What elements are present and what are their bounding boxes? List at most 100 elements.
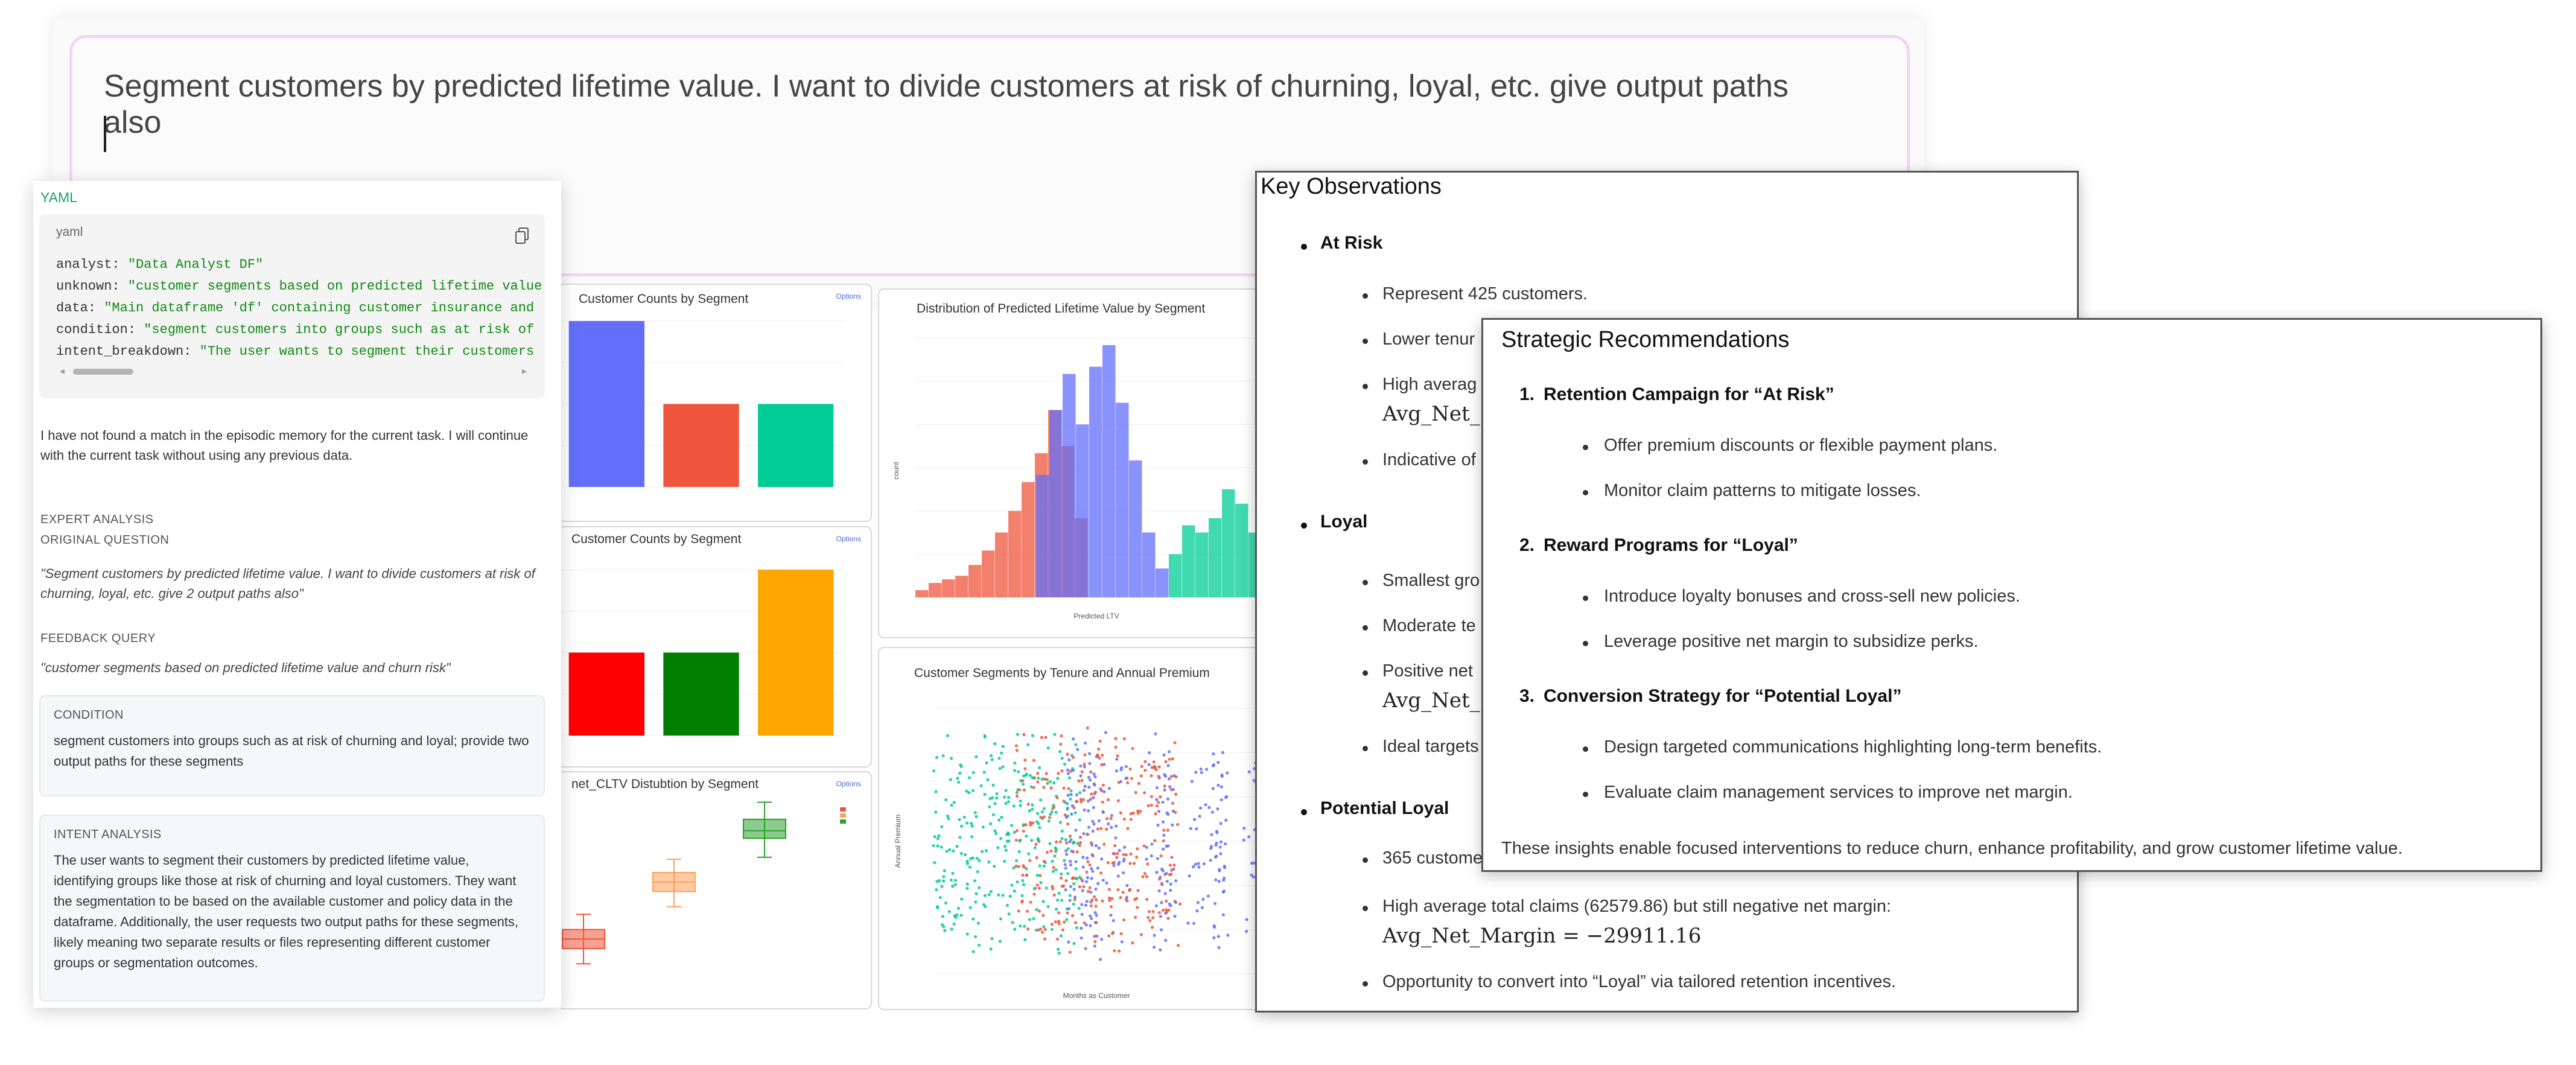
scatter-point <box>1055 908 1058 911</box>
scatter-point <box>1100 763 1104 766</box>
scatter-point <box>1064 849 1068 853</box>
observation-item: Lower tenur <box>1382 329 1475 349</box>
scatter-point <box>1013 761 1017 765</box>
scatter-point <box>1166 917 1170 920</box>
scatter-point <box>1051 804 1055 807</box>
scatter-point <box>1060 872 1063 876</box>
scatter-point <box>1092 772 1096 776</box>
scatter-point <box>944 901 948 905</box>
scatter-point <box>1112 860 1116 865</box>
scatter-point <box>947 910 951 914</box>
scatter-point <box>1080 903 1084 906</box>
chart-options-button[interactable]: Options <box>836 780 861 788</box>
scatter-point <box>959 765 963 768</box>
scatter-point <box>1053 854 1057 858</box>
scatter-point <box>1060 757 1064 760</box>
scatter-point <box>1028 918 1031 921</box>
scatter-point <box>1226 771 1229 775</box>
scatter-point <box>1129 852 1133 856</box>
scatter-point <box>1147 910 1151 914</box>
scatter-point <box>953 883 957 886</box>
histogram-bar <box>929 583 942 597</box>
scatter-point <box>1188 874 1191 878</box>
scatter-point <box>1200 771 1203 774</box>
scatter-point <box>1066 793 1070 797</box>
scatter-point <box>979 784 983 787</box>
recommendations-footer: These insights enable focused interventi… <box>1501 839 2403 858</box>
scatter-point <box>1168 785 1172 789</box>
scatter-point <box>1031 776 1034 780</box>
scatter-point <box>1081 889 1084 892</box>
scatter-point <box>1067 776 1072 780</box>
feedback-query-label: FEEDBACK QUERY <box>40 632 156 645</box>
scatter-point <box>988 805 991 809</box>
code-line: unknown: "customer segments based on pre… <box>56 279 542 294</box>
scatter-point <box>1128 888 1132 891</box>
scatter-point <box>1165 844 1168 848</box>
scatter-point <box>1059 876 1063 880</box>
scatter-point <box>1066 822 1070 826</box>
scatter-point <box>999 917 1003 921</box>
scatter-point <box>1066 847 1070 851</box>
horizontal-scrollbar[interactable]: ◂ ▸ <box>56 366 527 377</box>
copy-icon[interactable] <box>515 227 529 244</box>
scatter-point <box>1052 866 1055 869</box>
scatter-point <box>1037 766 1042 769</box>
scatter-point <box>934 790 938 793</box>
scatter-point <box>1150 795 1153 798</box>
box-chart: net_CLTV Distubtion by Segment Options <box>558 771 872 1009</box>
scatter-point <box>1110 813 1114 818</box>
scatter-point <box>1088 761 1092 765</box>
scatter-point <box>1116 799 1120 803</box>
histogram-bar <box>1089 366 1102 597</box>
scatter-point <box>1160 882 1163 885</box>
scatter-point <box>1034 842 1038 846</box>
condition-label: CONDITION <box>54 708 124 722</box>
scatter-point <box>997 757 1001 760</box>
scroll-right-icon[interactable]: ▸ <box>521 366 527 377</box>
scatter-point <box>1161 908 1165 912</box>
scatter-point <box>1154 904 1158 908</box>
scatter-point <box>1046 781 1049 785</box>
scatter-point <box>1077 779 1081 783</box>
scatter-point <box>1093 935 1096 938</box>
scatter-point <box>1168 902 1171 906</box>
scatter-point <box>940 845 943 849</box>
scatter-point <box>952 922 956 926</box>
scatter-point <box>1016 880 1019 884</box>
scatter-point <box>1143 760 1147 763</box>
chart-options-button[interactable]: Options <box>836 292 861 300</box>
scatter-point <box>1068 894 1072 897</box>
scatter-point <box>1083 784 1087 788</box>
scatter-point <box>1189 827 1192 830</box>
scatter-point <box>998 939 1002 943</box>
observation-item: Smallest gro <box>1382 571 1480 590</box>
scatter-point <box>1083 921 1086 925</box>
scatter-point <box>959 824 964 828</box>
scatter-point <box>973 811 977 815</box>
y-axis-label: count <box>892 462 900 480</box>
bullet <box>1363 459 1368 465</box>
scroll-left-icon[interactable]: ◂ <box>60 366 65 377</box>
scatter-point <box>1170 868 1174 872</box>
scatter-point <box>975 755 978 758</box>
scatter-point <box>1150 926 1154 929</box>
scatter-point <box>1165 911 1168 914</box>
scatter-point <box>1035 856 1038 859</box>
scatter-point <box>1054 868 1058 872</box>
scatter-point <box>1007 800 1010 804</box>
scroll-thumb[interactable] <box>73 369 133 375</box>
scatter-point <box>1001 765 1005 769</box>
histogram-bar <box>1036 474 1049 597</box>
scatter-point <box>955 913 959 917</box>
prompt-text[interactable]: Segment customers by predicted lifetime … <box>104 69 1789 140</box>
scatter-point <box>1155 871 1159 874</box>
scatter-point <box>1244 929 1248 933</box>
scatter-point <box>1160 867 1164 871</box>
scatter-point <box>1086 889 1090 893</box>
scatter-point <box>1086 856 1089 860</box>
scatter-point <box>1107 896 1111 900</box>
scatter-point <box>1018 839 1022 843</box>
chart-options-button[interactable]: Options <box>836 535 861 543</box>
scatter-point <box>1173 914 1177 918</box>
